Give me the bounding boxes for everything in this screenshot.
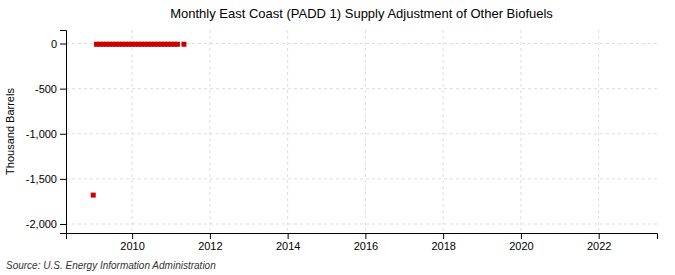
grid-line [66,133,657,134]
tick-mark [365,233,366,239]
grid-line [132,30,133,233]
tick: -500 [35,83,66,95]
grid-line [365,30,366,233]
tick-mark [443,233,444,239]
grid-line [520,30,521,233]
title: Monthly East Coast (PADD 1) Supply Adjus… [170,6,553,21]
tick-mark [599,233,600,239]
tick-mark [60,44,66,45]
plot: 2010 2012 2014 2016 2018 2020 2022 0 -500 -1,000 -… [26,30,658,252]
y-axis: 0 -500 -1,000 -1,500 -2,000 [26,31,67,234]
tick-label: 2018 [431,240,455,252]
tick-mark [288,233,289,239]
y-axis-title: Thousand Barrels [4,88,16,175]
tick-mark [210,233,211,239]
grid-line [598,30,599,233]
tick-mark [60,89,66,90]
tick: 2016 [354,233,378,252]
tick: 2012 [198,233,222,252]
tick-label: 2010 [120,240,144,252]
tick-mark [60,179,66,180]
tick-mark [521,233,522,239]
x-axis: 2010 2012 2014 2016 2018 2020 2022 [67,233,658,252]
tick: -1,000 [26,128,66,140]
points-inner [91,42,187,198]
point [175,42,180,47]
axis-line [60,31,67,234]
grid-line [443,30,444,233]
tick: 2010 [120,233,144,252]
tick: 2018 [431,233,455,252]
tick-label: 2012 [198,240,222,252]
point [181,42,186,47]
annotation: Source: U.S. Energy Information Administ… [6,260,216,271]
chart: 2010 2012 2014 2016 2018 2020 2022 0 -500 -1,000 -… [0,0,675,275]
tick-label: -1,000 [26,128,57,140]
grid-line [287,30,288,233]
tick: 0 [51,38,66,50]
tick-label: 2022 [587,240,611,252]
tick-mark [60,134,66,135]
tick: -2,000 [26,218,66,230]
tick-label: 2014 [276,240,300,252]
tick: 2020 [509,233,533,252]
grid-line [66,178,657,179]
tick: 2014 [276,233,300,252]
tick: 2022 [587,233,611,252]
grid-line [66,223,657,224]
tick-mark [132,233,133,239]
tick-label: 2020 [509,240,533,252]
points [91,42,187,198]
tick-mark [60,224,66,225]
tick-label: 2016 [354,240,378,252]
point [91,193,96,198]
tick-label: -1,500 [26,173,57,185]
grid [66,30,657,233]
grid-line [209,30,210,233]
tick-label: -2,000 [26,218,57,230]
axis-line [67,234,658,240]
tick-label: -500 [35,83,57,95]
tick: -1,500 [26,173,66,185]
tick-label: 0 [51,38,57,50]
grid-line [66,88,657,89]
